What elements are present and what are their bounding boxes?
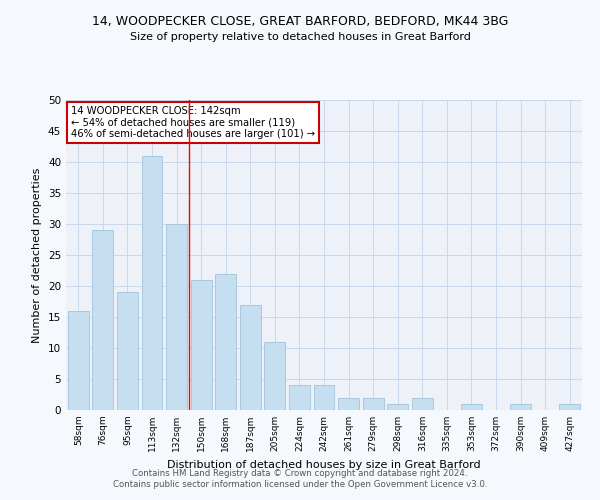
Bar bbox=[240, 304, 261, 410]
Bar bbox=[68, 311, 89, 410]
Bar bbox=[265, 342, 286, 410]
Bar bbox=[117, 292, 138, 410]
Y-axis label: Number of detached properties: Number of detached properties bbox=[32, 168, 43, 342]
Bar bbox=[338, 398, 359, 410]
Bar bbox=[387, 404, 408, 410]
X-axis label: Distribution of detached houses by size in Great Barford: Distribution of detached houses by size … bbox=[167, 460, 481, 469]
Text: 14, WOODPECKER CLOSE, GREAT BARFORD, BEDFORD, MK44 3BG: 14, WOODPECKER CLOSE, GREAT BARFORD, BED… bbox=[92, 15, 508, 28]
Bar bbox=[215, 274, 236, 410]
Bar bbox=[191, 280, 212, 410]
Text: 14 WOODPECKER CLOSE: 142sqm
← 54% of detached houses are smaller (119)
46% of se: 14 WOODPECKER CLOSE: 142sqm ← 54% of det… bbox=[71, 106, 315, 140]
Bar bbox=[142, 156, 163, 410]
Bar bbox=[510, 404, 531, 410]
Bar bbox=[166, 224, 187, 410]
Text: Size of property relative to detached houses in Great Barford: Size of property relative to detached ho… bbox=[130, 32, 470, 42]
Bar bbox=[92, 230, 113, 410]
Text: Contains HM Land Registry data © Crown copyright and database right 2024.: Contains HM Land Registry data © Crown c… bbox=[132, 468, 468, 477]
Bar bbox=[461, 404, 482, 410]
Bar bbox=[289, 385, 310, 410]
Bar bbox=[559, 404, 580, 410]
Bar bbox=[362, 398, 383, 410]
Bar bbox=[412, 398, 433, 410]
Text: Contains public sector information licensed under the Open Government Licence v3: Contains public sector information licen… bbox=[113, 480, 487, 489]
Bar bbox=[314, 385, 334, 410]
